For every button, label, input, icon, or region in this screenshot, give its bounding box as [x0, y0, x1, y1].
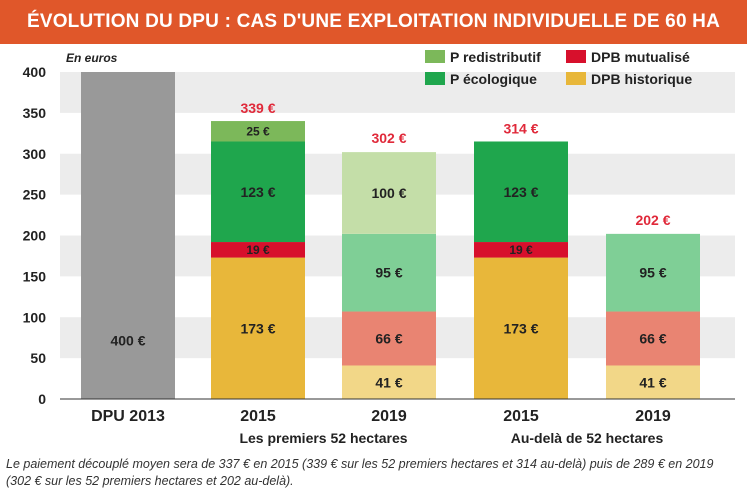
- segment-value-label: 19 €: [246, 243, 270, 257]
- bar-segment: [81, 72, 175, 399]
- segment-value-label: 173 €: [240, 320, 275, 336]
- y-tick-label: 300: [23, 146, 47, 162]
- bar-segment: [342, 365, 436, 399]
- x-category-label: 2019: [371, 408, 407, 425]
- segment-value-label: 400 €: [110, 333, 145, 349]
- x-category-label: DPU 2013: [91, 408, 165, 425]
- segment-value-label: 173 €: [503, 320, 538, 336]
- title-bar: ÉVOLUTION DU DPU : CAS D'UNE EXPLOITATIO…: [0, 0, 747, 44]
- y-tick-label: 350: [23, 105, 47, 121]
- bar-segment: [211, 141, 305, 243]
- stacked-bar-chart: 0 50 100 150 200 250 300 350 400 En euros 400 € 173…: [23, 49, 735, 446]
- segment-value-label: 95 €: [375, 265, 402, 281]
- x-group-label: Les premiers 52 hectares: [239, 430, 407, 446]
- segment-value-label: 41 €: [375, 374, 402, 390]
- legend-label: DPB mutualisé: [591, 49, 690, 65]
- segment-value-label: 66 €: [639, 331, 666, 347]
- segment-value-label: 19 €: [509, 243, 533, 257]
- legend-swatch: [566, 50, 586, 63]
- legend-label: P redistributif: [450, 49, 541, 65]
- bar-segment: [474, 257, 568, 399]
- legend-swatch: [425, 72, 445, 85]
- segment-value-label: 100 €: [371, 185, 406, 201]
- bar-total-label: 202 €: [635, 212, 670, 228]
- segment-value-label: 123 €: [240, 184, 275, 200]
- bar-total-label: 302 €: [371, 130, 406, 146]
- bar-segment: [211, 257, 305, 399]
- bar-segment: [606, 311, 700, 366]
- x-group-label: Au-delà de 52 hectares: [511, 430, 664, 446]
- bar-segment: [211, 121, 305, 142]
- legend-label: P écologique: [450, 71, 537, 87]
- segment-value-label: 25 €: [246, 125, 270, 139]
- legend-label: DPB historique: [591, 71, 692, 87]
- bar-total-label: 339 €: [240, 100, 275, 116]
- x-category-label: 2015: [503, 408, 539, 425]
- bar-segment: [211, 242, 305, 258]
- bar-segment: [606, 365, 700, 399]
- bar-segment: [342, 311, 436, 366]
- x-category-label: 2019: [635, 408, 671, 425]
- legend-swatch: [425, 50, 445, 63]
- bar-total-label: 314 €: [503, 120, 538, 136]
- bar-segment: [342, 152, 436, 234]
- y-tick-label: 100: [23, 309, 47, 325]
- y-tick-label: 200: [23, 228, 47, 244]
- y-tick-label: 400: [23, 64, 47, 80]
- y-tick-label: 0: [38, 391, 46, 407]
- bar-segment: [474, 141, 568, 243]
- bar-segment: [474, 242, 568, 258]
- y-tick-label: 150: [23, 268, 47, 284]
- y-axis-unit-label: En euros: [66, 51, 118, 65]
- y-tick-label: 250: [23, 187, 47, 203]
- x-category-label: 2015: [240, 408, 276, 425]
- chart-footnote: Le paiement découplé moyen sera de 337 €…: [6, 457, 714, 488]
- segment-value-label: 41 €: [639, 374, 666, 390]
- segment-value-label: 95 €: [639, 265, 666, 281]
- segment-value-label: 66 €: [375, 331, 402, 347]
- y-tick-label: 50: [30, 350, 46, 366]
- segment-value-label: 123 €: [503, 184, 538, 200]
- bar-segment: [342, 233, 436, 312]
- legend-swatch: [566, 72, 586, 85]
- bar-segment: [606, 233, 700, 312]
- chart-title: ÉVOLUTION DU DPU : CAS D'UNE EXPLOITATIO…: [26, 11, 721, 32]
